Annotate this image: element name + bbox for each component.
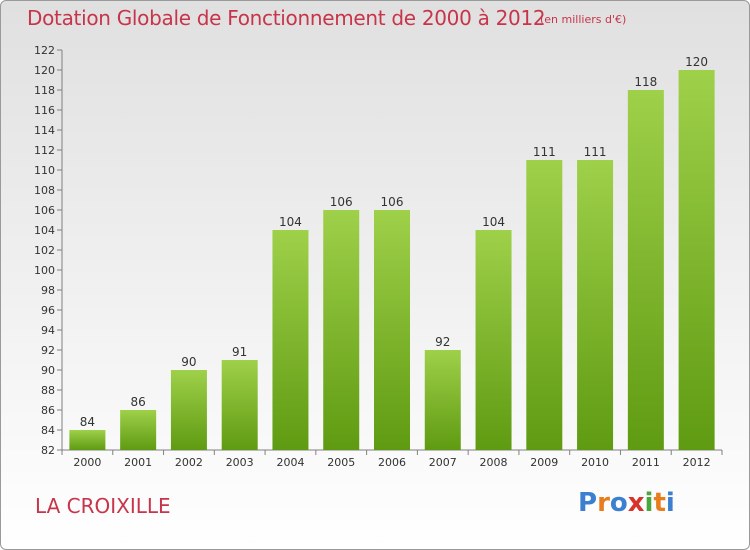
x-tick-label: 2001 [124,456,152,469]
bar [577,160,614,450]
logo-letter: x [627,488,645,518]
data-label: 118 [634,75,657,89]
y-tick-label: 90 [41,364,55,377]
x-tick-label: 2002 [175,456,203,469]
bar [323,210,360,450]
data-label: 120 [685,55,708,69]
y-tick-label: 122 [34,44,55,57]
y-tick-label: 110 [34,164,55,177]
bar [374,210,410,450]
y-tick-label: 84 [41,424,55,437]
logo-letter: t [653,488,666,518]
x-tick-label: 2003 [226,456,254,469]
x-tick-label: 2009 [530,456,558,469]
x-tick-label: 2006 [378,456,406,469]
y-tick-label: 86 [41,404,55,417]
y-tick-label: 92 [41,344,55,357]
x-tick-label: 2007 [429,456,457,469]
bar [69,430,106,450]
bar [424,350,461,450]
data-label: 104 [482,215,505,229]
bar [170,370,207,450]
y-tick-label: 106 [34,204,55,217]
y-tick-label: 118 [34,84,55,97]
data-label: 106 [330,195,353,209]
bar [678,70,715,450]
y-tick-label: 96 [41,304,55,317]
proxiti-logo[interactable]: Proxiti [578,488,675,518]
logo-letter: i [665,488,675,518]
bar [120,410,157,450]
y-tick-label: 116 [34,104,55,117]
y-tick-label: 120 [34,64,55,77]
chart-subtitle: (en milliers d'€) [540,13,627,26]
bar [221,360,258,450]
data-label: 86 [131,395,146,409]
y-tick-label: 100 [34,264,55,277]
commune-name: LA CROIXILLE [35,494,171,518]
y-tick-label: 114 [34,124,55,137]
bar [526,160,563,450]
logo-letter: r [597,488,610,518]
x-tick-label: 2005 [327,456,355,469]
data-label: 106 [381,195,404,209]
data-label: 111 [584,145,607,159]
y-tick-label: 102 [34,244,55,257]
x-tick-label: 2008 [480,456,508,469]
data-label: 91 [232,345,247,359]
bar [627,90,664,450]
logo-letter: o [609,488,628,518]
x-tick-label: 2000 [73,456,101,469]
y-tick-label: 94 [41,324,55,337]
bar [475,230,512,450]
x-tick-label: 2011 [632,456,660,469]
logo-letter: i [644,488,654,518]
logo-letter: P [578,488,598,518]
y-tick-label: 88 [41,384,55,397]
y-tick-label: 98 [41,284,55,297]
data-label: 84 [80,415,95,429]
y-tick-label: 112 [34,144,55,157]
data-label: 90 [181,355,196,369]
y-tick-label: 108 [34,184,55,197]
x-tick-label: 2010 [581,456,609,469]
data-label: 111 [533,145,556,159]
bar [272,230,309,450]
data-label: 104 [279,215,302,229]
x-tick-label: 2004 [276,456,304,469]
y-tick-label: 82 [41,444,55,457]
x-tick-label: 2012 [683,456,711,469]
data-label: 92 [435,335,450,349]
chart-title: Dotation Globale de Fonctionnement de 20… [27,6,546,30]
y-tick-label: 104 [34,224,55,237]
